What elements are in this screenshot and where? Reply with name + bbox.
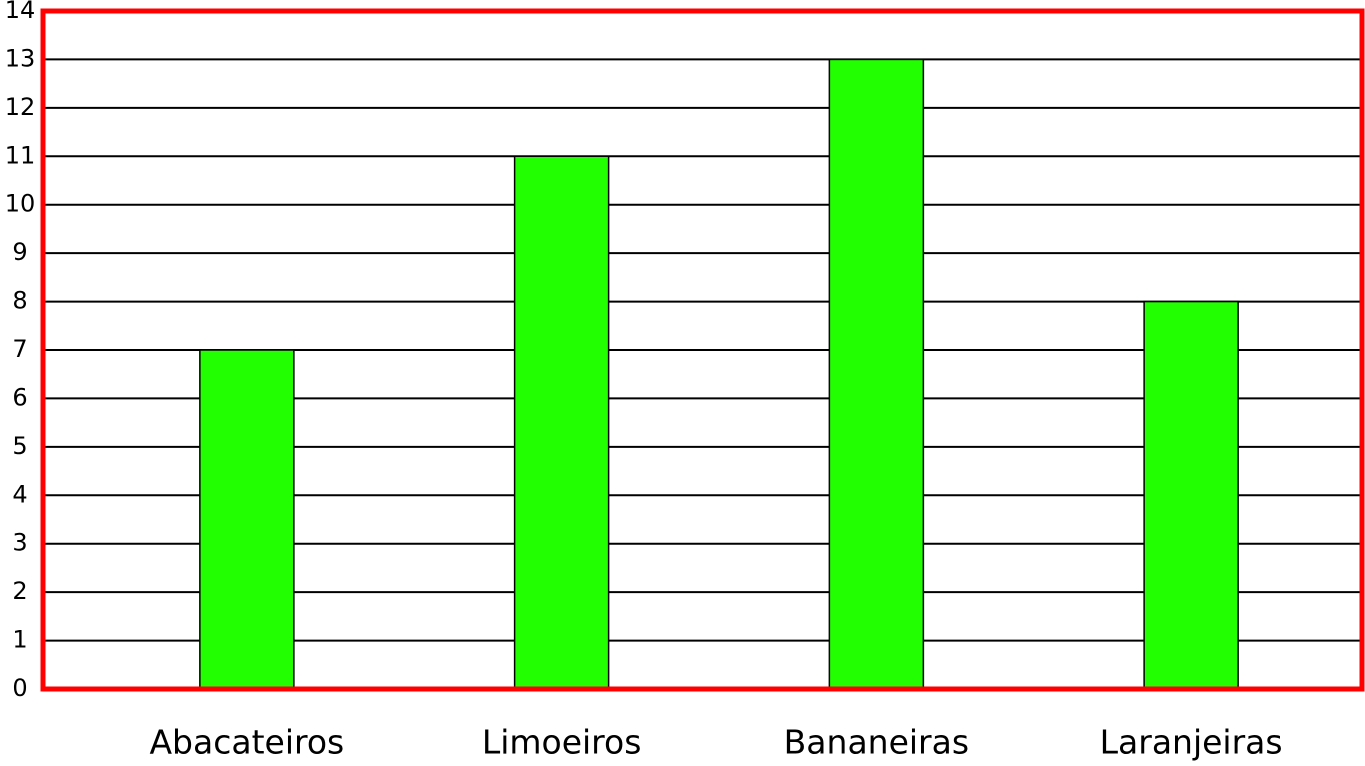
y-tick-label: 8 <box>12 287 27 315</box>
y-tick-label: 4 <box>12 480 27 508</box>
y-tick-label: 6 <box>12 383 27 411</box>
y-tick-label: 3 <box>12 529 27 557</box>
y-tick-label: 9 <box>12 238 27 266</box>
x-tick-label: Laranjeiras <box>1100 723 1283 762</box>
bar <box>199 349 295 690</box>
y-tick-label: 5 <box>12 432 27 460</box>
bar <box>828 58 925 690</box>
y-tick-label: 11 <box>5 141 36 169</box>
y-tick-label: 1 <box>12 626 27 654</box>
x-tick-label: Abacateiros <box>149 723 344 762</box>
y-tick-label: 0 <box>12 674 27 702</box>
y-tick-label: 12 <box>5 93 36 121</box>
plot-frame <box>40 8 1365 692</box>
y-tick-label: 10 <box>5 190 36 218</box>
x-tick-label: Bananeiras <box>784 723 969 762</box>
y-tick-label: 2 <box>12 577 27 605</box>
y-tick-label: 14 <box>5 0 36 24</box>
bar <box>513 155 610 690</box>
y-tick-label: 7 <box>12 335 27 363</box>
bar <box>1143 300 1239 690</box>
x-tick-label: Limoeiros <box>482 723 642 762</box>
y-tick-label: 13 <box>5 44 36 72</box>
